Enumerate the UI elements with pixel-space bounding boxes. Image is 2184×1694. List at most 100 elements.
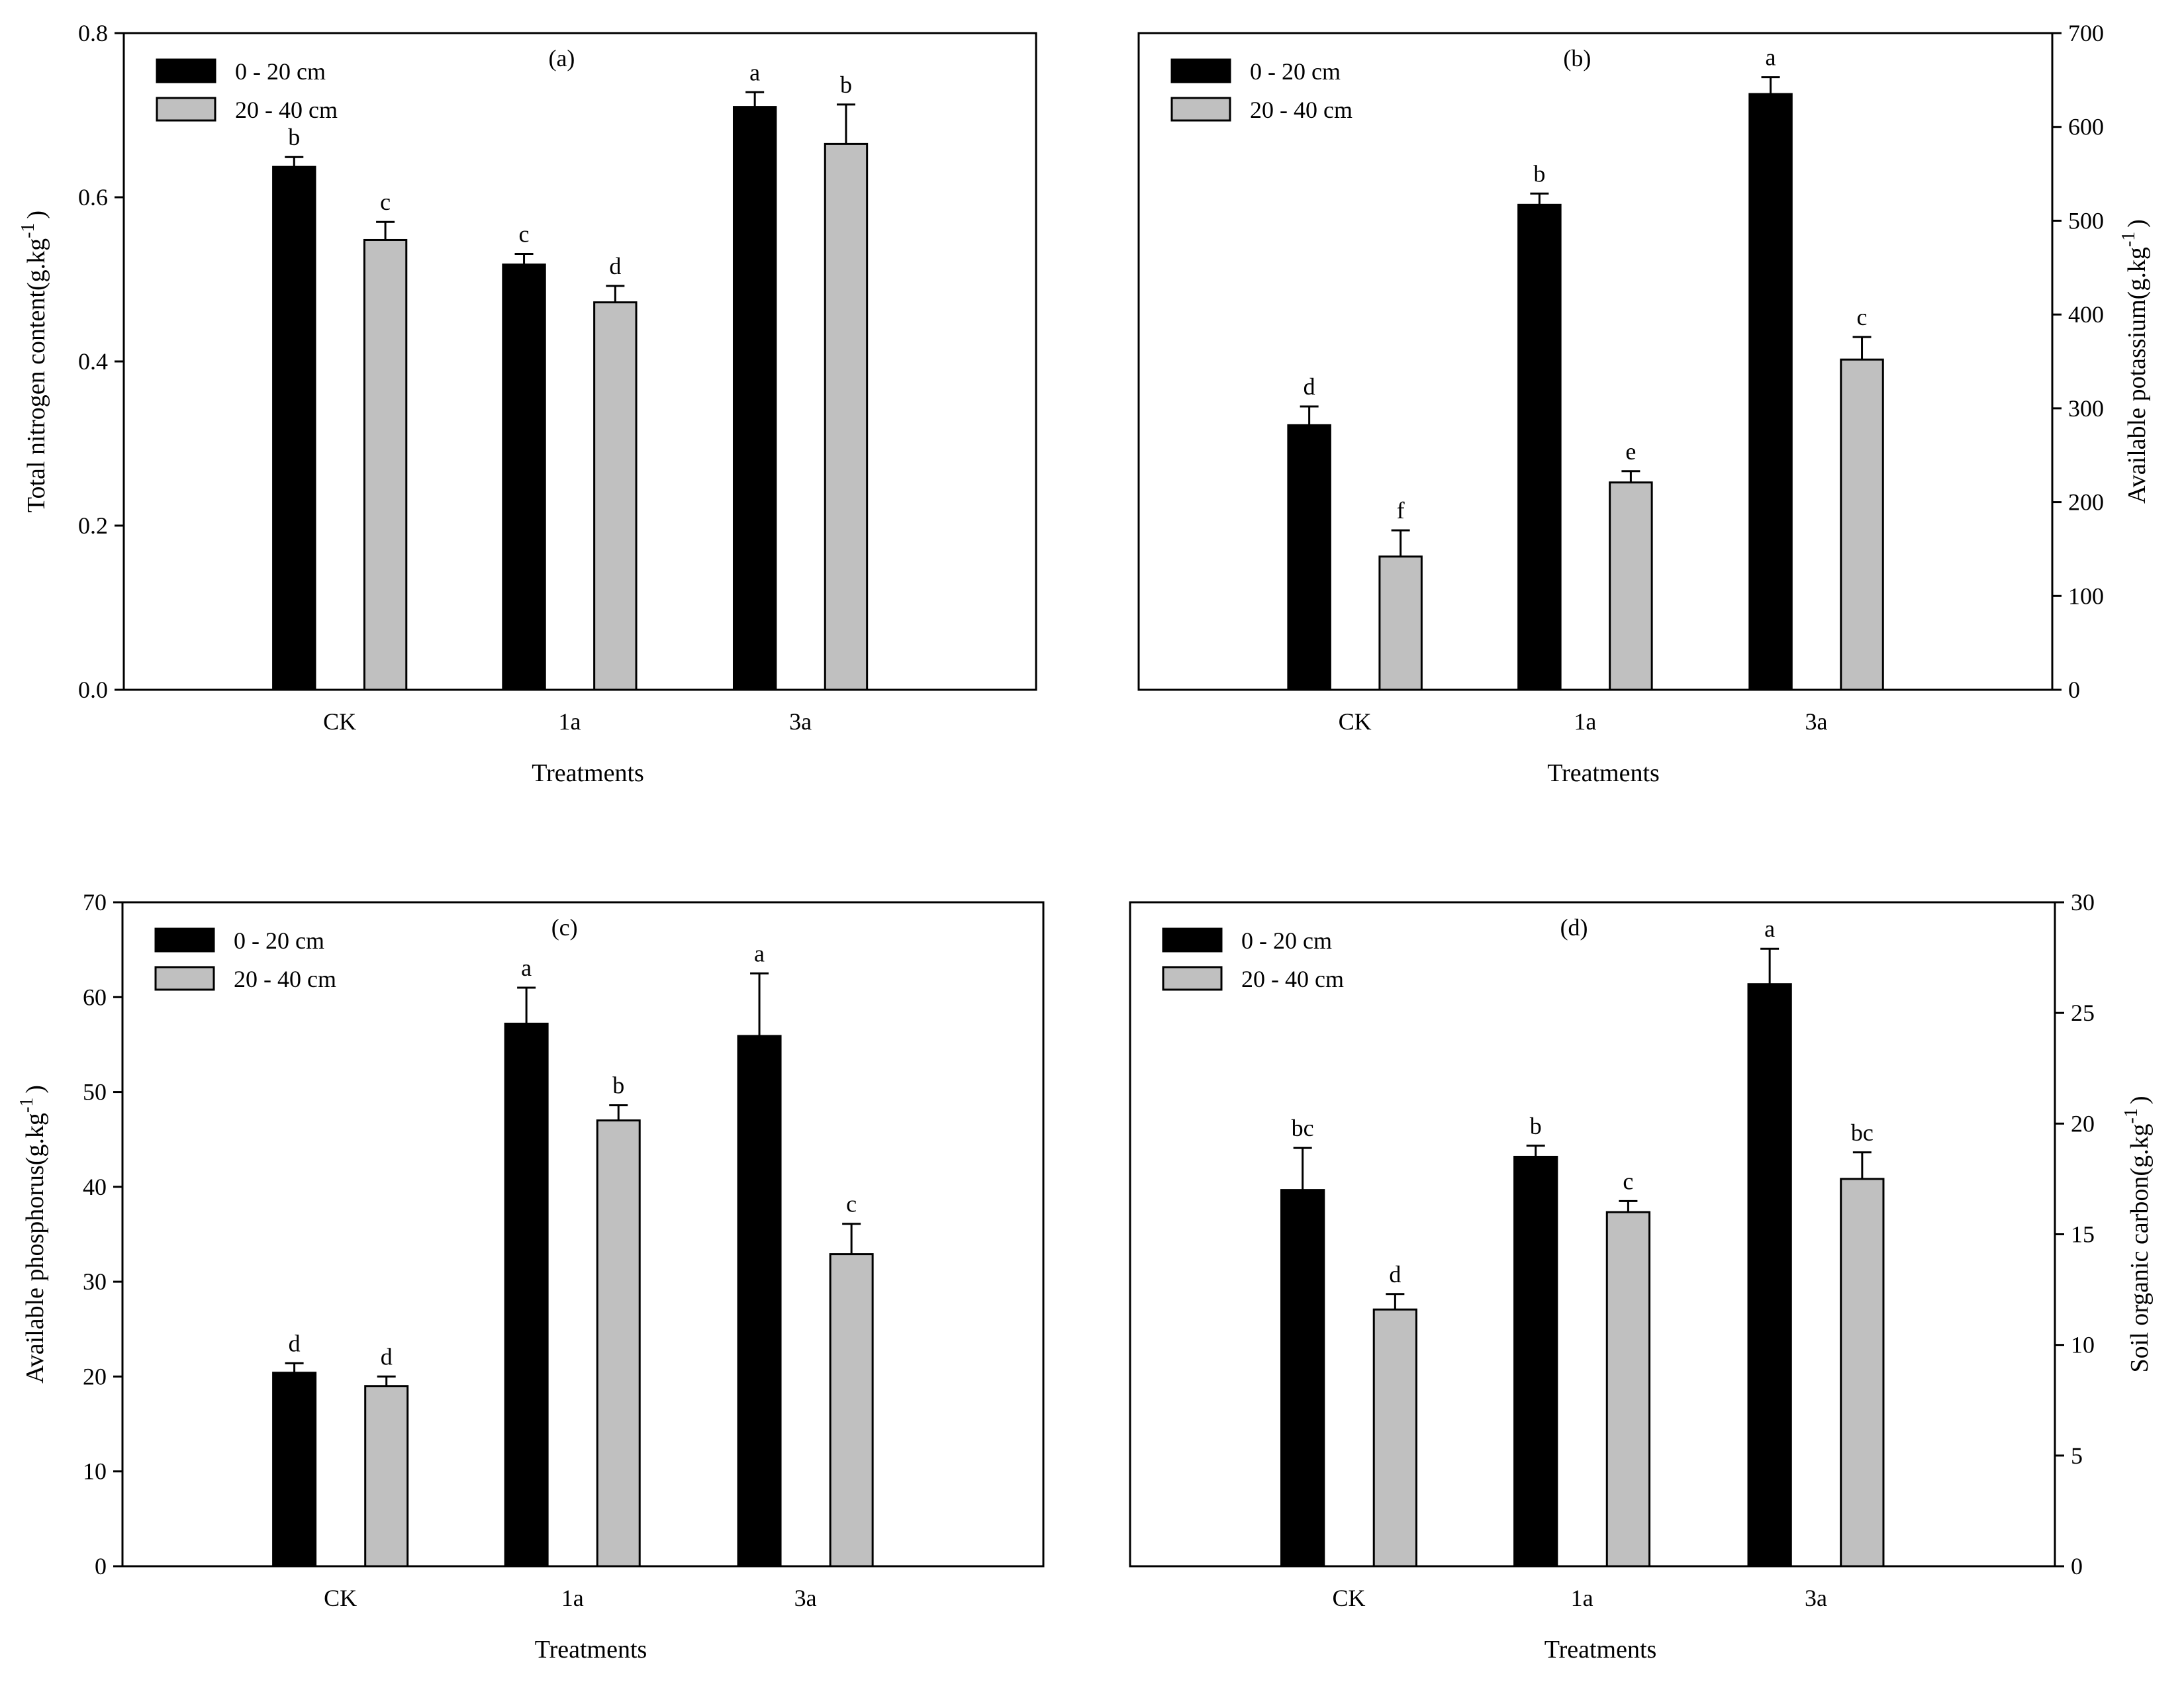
y-tick-label: 100 xyxy=(2068,583,2104,609)
x-tick-label: 1a xyxy=(1574,708,1596,735)
bar-depth-0-20-3a xyxy=(1748,93,1793,691)
bar-depth-0-20-3a xyxy=(732,106,777,691)
y-axis-title-exponent: -1 xyxy=(2118,232,2139,247)
y-axis-title-close: ) xyxy=(23,211,50,219)
error-bar xyxy=(285,156,304,167)
error-bar xyxy=(377,1375,396,1386)
panel-d: 0 5 10 15 20 25 30 Soil organic carbon(g.kg-1) C… xyxy=(1129,889,2154,1664)
y-tick-label: 0.8 xyxy=(78,20,108,46)
y-tick-label: 10 xyxy=(2071,1332,2095,1358)
y-tick-label: 40 xyxy=(83,1174,107,1200)
significance-letter: c xyxy=(519,221,530,248)
x-tick-label: CK xyxy=(324,1585,357,1611)
legend-label: 0 - 20 cm xyxy=(1241,927,1332,954)
bar-depth-20-40-CK xyxy=(364,1385,409,1568)
y-axis-title: Available phosphorus(g.kg-1) xyxy=(17,1085,49,1384)
x-tick-label: 3a xyxy=(1805,1585,1827,1611)
error-bar xyxy=(745,91,765,107)
error-bar xyxy=(842,1223,861,1254)
legend-label: 20 - 40 cm xyxy=(1250,97,1353,123)
bar-depth-20-40-1a xyxy=(596,1119,641,1568)
y-axis-title: Total nitrogen content(g.kg-1) xyxy=(18,211,50,512)
y-axis-title-text: Available potassium(g.kg xyxy=(2123,247,2151,504)
significance-letter: a xyxy=(749,59,760,85)
panel-label: (a) xyxy=(548,45,575,71)
panel-c: 0 10 20 30 40 50 60 70 Available phosphorus(g.kg… xyxy=(17,889,1045,1664)
significance-letter: d xyxy=(1389,1261,1401,1288)
y-axis-title-close: ) xyxy=(21,1085,49,1094)
x-tick-label: CK xyxy=(323,708,356,735)
panel-b: 0 100 200 300 400 500 600 700 Available potassiu… xyxy=(1137,20,2151,787)
legend-swatch xyxy=(1170,97,1231,122)
error-bar xyxy=(1621,470,1640,483)
y-axis-title-text: Soil organic carbon(g.kg xyxy=(2126,1123,2154,1372)
y-axis-title: Soil organic carbon(g.kg-1) xyxy=(2121,1096,2154,1372)
y-axis-title-exponent: -1 xyxy=(2121,1108,2142,1123)
x-tick-label: 3a xyxy=(794,1585,817,1611)
y-tick-label: 300 xyxy=(2068,395,2104,422)
bar-depth-0-20-CK xyxy=(272,1372,317,1568)
significance-letter: c xyxy=(846,1191,857,1217)
bar-depth-0-20-3a xyxy=(737,1035,782,1568)
y-tick-label: 25 xyxy=(2071,1000,2095,1026)
y-tick-label: 30 xyxy=(2071,889,2095,916)
y-tick-label: 60 xyxy=(83,984,107,1010)
error-bar xyxy=(750,972,769,1037)
y-axis-title-close: ) xyxy=(2123,219,2151,228)
y-axis-title-close: ) xyxy=(2126,1096,2154,1104)
panel-label: (c) xyxy=(551,914,578,941)
error-bar xyxy=(1760,947,1780,984)
x-axis-title: Treatments xyxy=(535,1636,647,1664)
y-axis-title-text: Available phosphorus(g.kg xyxy=(21,1113,49,1384)
bar-depth-0-20-1a xyxy=(1517,203,1562,691)
legend-swatch xyxy=(156,97,216,122)
x-tick-label: CK xyxy=(1333,1585,1366,1611)
x-tick-label: 3a xyxy=(1805,708,1828,735)
significance-letter: e xyxy=(1625,438,1636,465)
legend-label: 0 - 20 cm xyxy=(1250,58,1341,85)
plot-frame xyxy=(122,32,1037,691)
y-tick-label: 50 xyxy=(83,1079,107,1106)
x-tick-label: CK xyxy=(1339,708,1372,735)
significance-letter: a xyxy=(1766,44,1776,71)
y-tick-label: 400 xyxy=(2068,301,2104,328)
error-bar xyxy=(514,253,534,265)
error-bar xyxy=(1761,76,1780,95)
y-tick-label: 15 xyxy=(2071,1221,2095,1248)
y-tick-label: 700 xyxy=(2068,20,2104,46)
legend-label: 20 - 40 cm xyxy=(1241,966,1344,992)
error-bar xyxy=(285,1362,304,1373)
error-bar xyxy=(376,220,395,240)
legend-label: 20 - 40 cm xyxy=(234,966,336,992)
y-tick-label: 20 xyxy=(83,1363,107,1389)
plot-frame xyxy=(1137,32,2054,691)
y-tick-label: 500 xyxy=(2068,207,2104,234)
significance-letter: d xyxy=(289,1330,301,1356)
bar-depth-0-20-3a xyxy=(1747,983,1792,1568)
error-bar xyxy=(1852,1151,1872,1179)
significance-letter: c xyxy=(1857,304,1868,330)
x-axis-title: Treatments xyxy=(1547,759,1660,787)
plot-frame xyxy=(121,901,1045,1568)
y-tick-label: 10 xyxy=(83,1458,107,1485)
y-tick-label: 0.6 xyxy=(78,184,108,211)
y-tick-label: 200 xyxy=(2068,489,2104,516)
bar-depth-20-40-1a xyxy=(593,301,638,691)
legend-swatch xyxy=(156,58,216,83)
y-axis-title-exponent: -1 xyxy=(18,223,38,238)
y-tick-label: 0.0 xyxy=(78,677,108,703)
legend-label: 0 - 20 cm xyxy=(234,927,324,954)
x-axis-title: Treatments xyxy=(1544,1636,1657,1664)
y-axis-title-text: Total nitrogen content(g.kg xyxy=(23,238,50,512)
panel-label: (b) xyxy=(1563,45,1591,71)
legend-swatch xyxy=(1170,58,1231,83)
legend-swatch xyxy=(154,966,215,991)
x-tick-label: 1a xyxy=(558,708,581,735)
significance-letter: b xyxy=(1530,1113,1542,1139)
significance-letter: c xyxy=(380,189,391,215)
x-axis-title: Treatments xyxy=(532,759,644,787)
error-bar xyxy=(517,986,536,1024)
bar-depth-20-40-CK xyxy=(1378,555,1423,691)
significance-letter: b xyxy=(612,1072,624,1099)
y-tick-label: 0.2 xyxy=(78,512,108,539)
